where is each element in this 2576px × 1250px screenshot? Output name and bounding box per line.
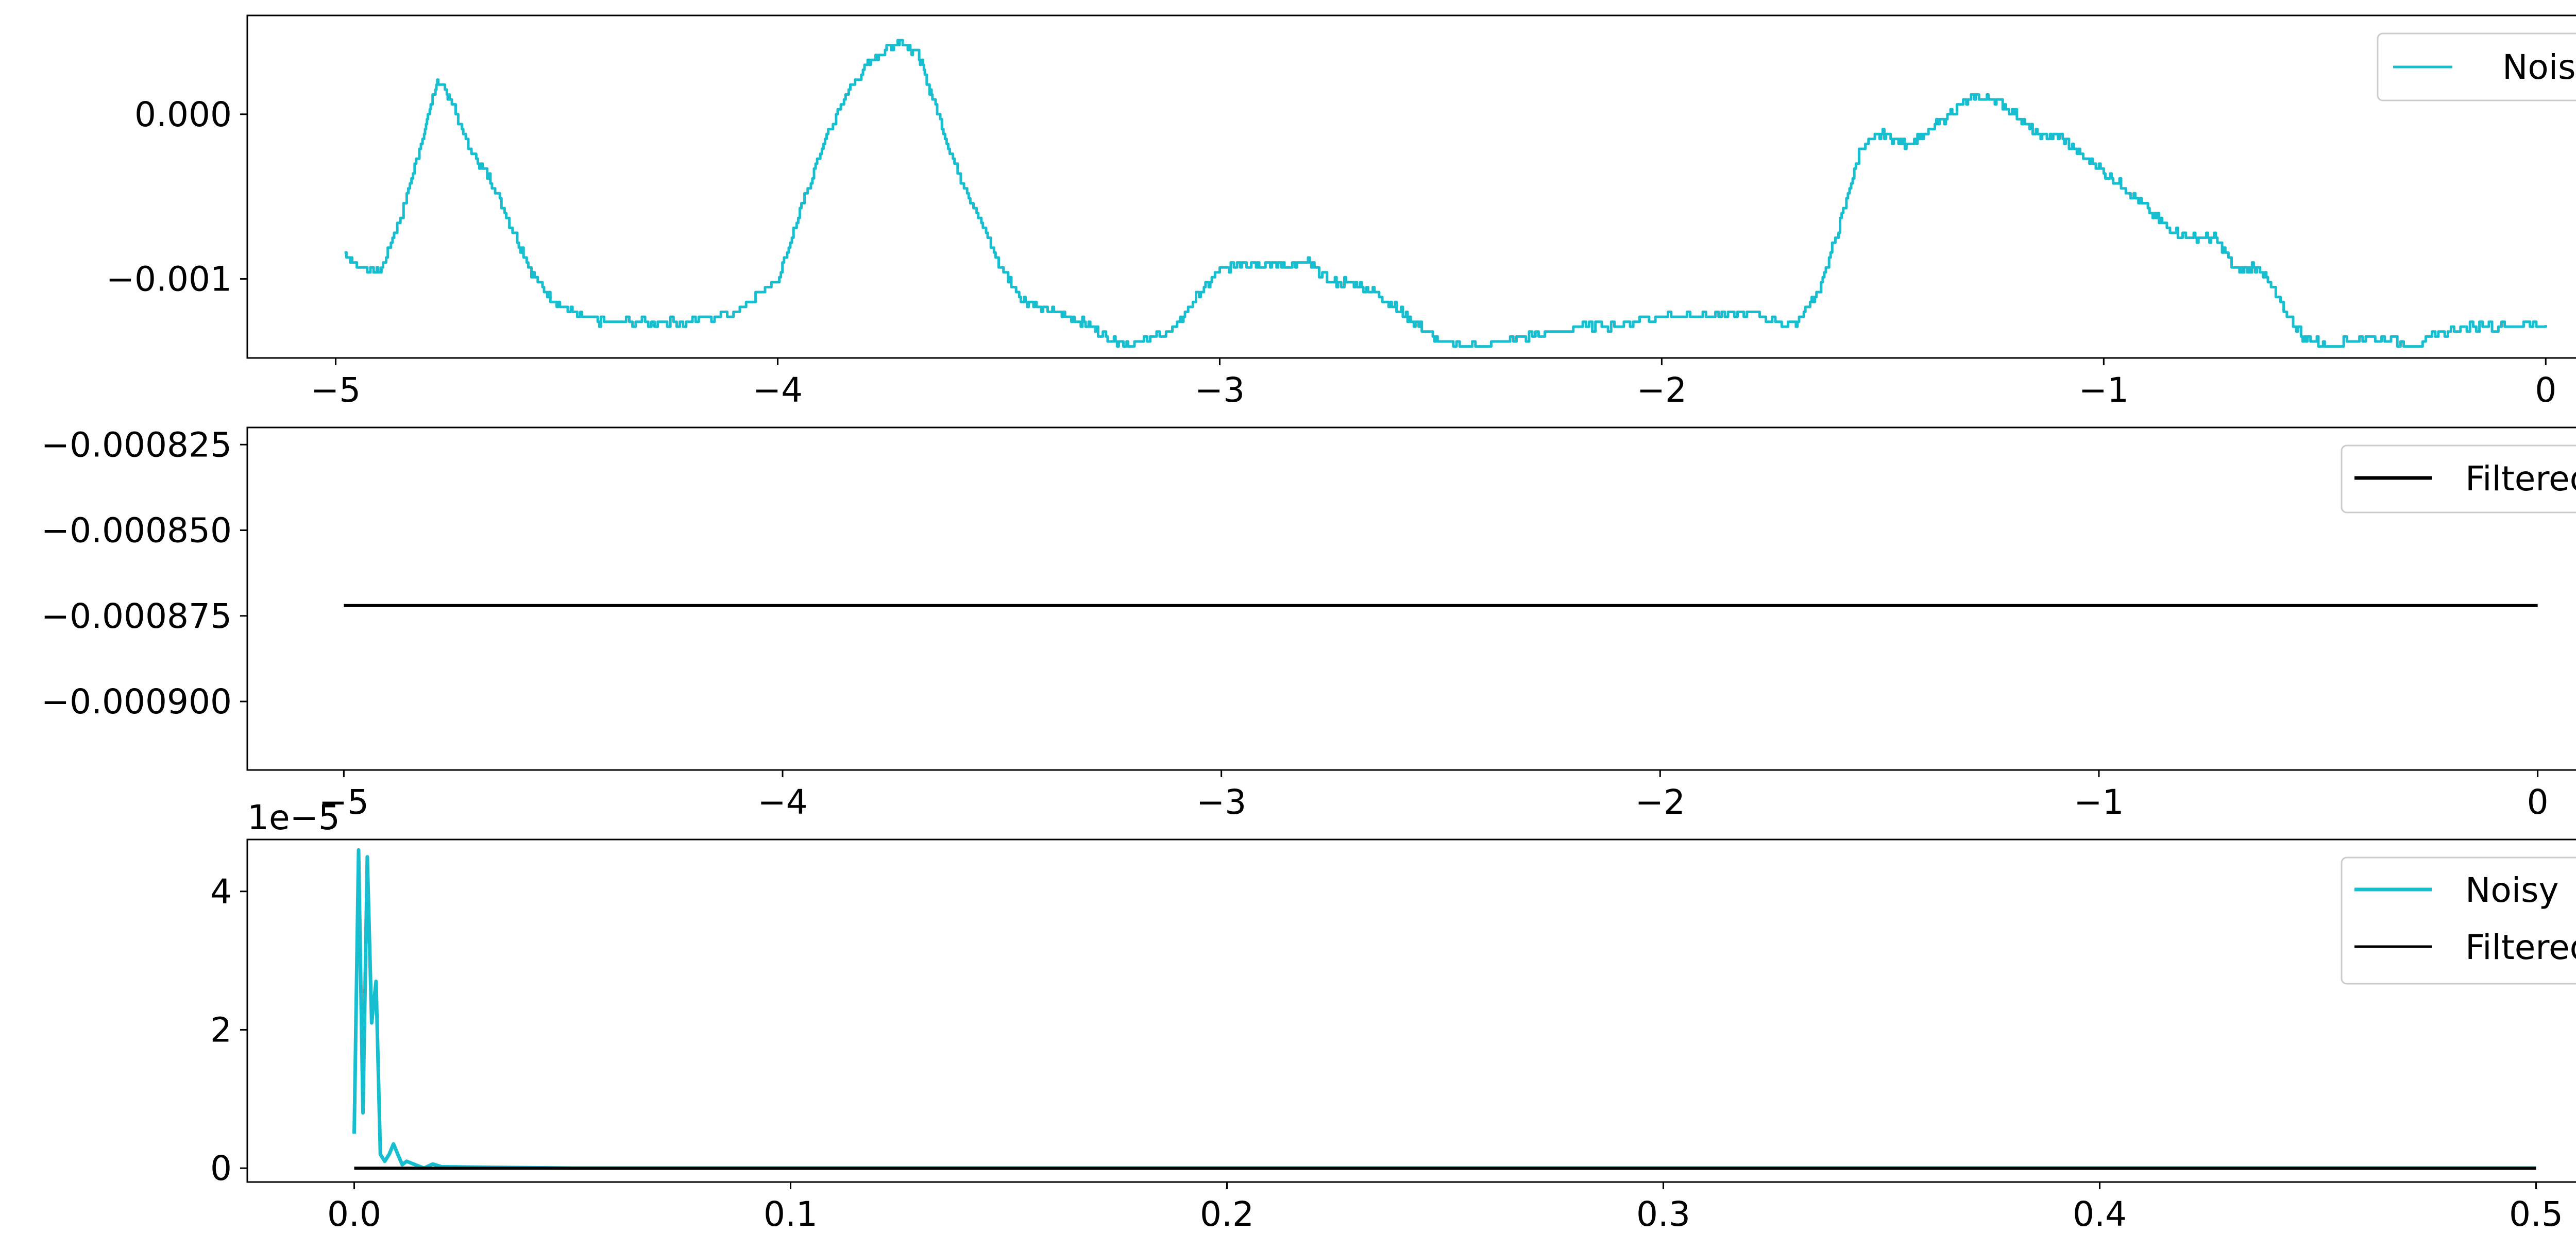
x-tick-label: 0.5: [2509, 1194, 2563, 1234]
y-tick-label: 0.000: [134, 95, 232, 134]
x-tick-label: −1: [2074, 782, 2124, 822]
y-tick-label: 2: [210, 1010, 232, 1050]
panel-spectrum: 0.0 0.1 0.2 0.3 0.4 0.5 0 2 4 1e−5 Noisy Filter…: [210, 798, 2576, 1234]
x-tick-label: −5: [319, 782, 369, 822]
panel3-y-ticks: 0 2 4: [210, 872, 247, 1188]
panel-noisy-time: −5 −4 −3 −2 −1 0 0.000 −0.001 Noisy: [106, 14, 2576, 410]
y-tick-label: −0.001: [106, 260, 232, 299]
panel3-x-ticks: 0.0 0.1 0.2 0.3 0.4 0.5: [327, 1182, 2563, 1234]
x-tick-label: −2: [1637, 370, 1687, 410]
x-tick-label: 0: [2527, 782, 2549, 822]
y-tick-label: −0.000850: [41, 511, 232, 551]
panel1-x-ticks: −5 −4 −3 −2 −1 0: [311, 358, 2556, 410]
panel1-legend: Noisy: [2377, 32, 2576, 101]
x-tick-label: 0.2: [1200, 1194, 1254, 1234]
y-tick-label: −0.000875: [41, 596, 232, 636]
x-tick-label: 0.1: [764, 1194, 818, 1234]
panel2-legend: Filtered: [2341, 444, 2576, 513]
panel2-y-ticks: −0.000825 −0.000850 −0.000875 −0.000900: [41, 425, 247, 722]
x-tick-label: −2: [1635, 782, 1685, 822]
y-tick-label: 4: [210, 872, 232, 912]
x-tick-label: 0.4: [2073, 1194, 2127, 1234]
legend-noisy-label: Noisy: [2502, 47, 2576, 87]
panel-filtered-time: −5 −4 −3 −2 −1 0 −0.000825−0.000850−0.000875−…: [41, 425, 2576, 822]
x-tick-label: 0: [2535, 370, 2556, 410]
x-tick-label: 0.0: [327, 1194, 381, 1234]
panel3-legend: Noisy Filtered: [2341, 857, 2576, 985]
x-tick-label: −3: [1195, 370, 1245, 410]
x-tick-label: −4: [757, 782, 807, 822]
legend-noisy-label: Noisy: [2465, 870, 2559, 910]
y-tick-label: −0.000825: [41, 425, 232, 465]
panel3-series-layer: [352, 848, 2536, 1170]
x-tick-label: −1: [2079, 370, 2129, 410]
legend-filtered-label: Filtered: [2465, 459, 2576, 499]
panel1-series-layer: [344, 39, 2547, 348]
x-tick-label: −3: [1196, 782, 1246, 822]
x-tick-label: 0.3: [1636, 1194, 1690, 1234]
y-tick-label: −0.000900: [41, 682, 232, 722]
y-tick-label: 0: [210, 1149, 232, 1188]
panel2-x-ticks: −5 −4 −3 −2 −1 0: [319, 770, 2549, 822]
panel3-axes-frame: [246, 838, 2576, 1183]
x-tick-label: −4: [753, 370, 803, 410]
panel2-axes-frame: [246, 426, 2576, 771]
panel1-axes-frame: [246, 14, 2576, 359]
series-line-noisy: [344, 39, 2547, 348]
panel1-y-ticks: 0.000 −0.001: [106, 95, 247, 299]
legend-filtered-label: Filtered: [2465, 928, 2576, 967]
panel3-offset-text: 1e−5: [247, 798, 340, 837]
x-tick-label: −5: [311, 370, 361, 410]
